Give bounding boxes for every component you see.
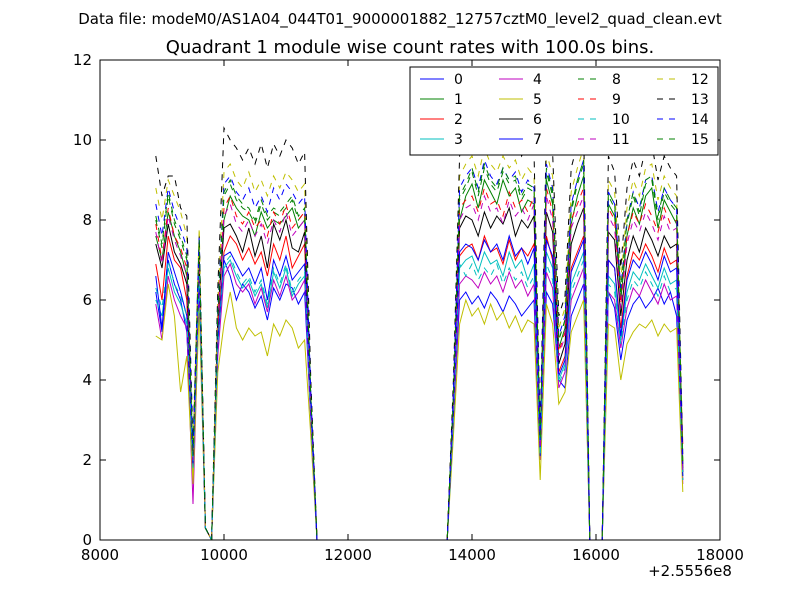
legend-label: 3 [454, 132, 463, 148]
y-tick-label: 10 [73, 131, 92, 149]
legend-entry-14: 14 [657, 112, 709, 128]
legend-label: 5 [533, 92, 542, 108]
series-line-1 [155, 175, 684, 540]
legend-label: 2 [454, 112, 463, 128]
legend-entry-4: 4 [499, 72, 542, 88]
legend-entry-0: 0 [420, 72, 463, 88]
legend-label: 8 [612, 72, 621, 88]
legend-entry-2: 2 [420, 112, 463, 128]
legend-entry-5: 5 [499, 92, 542, 108]
series-line-5 [155, 283, 684, 540]
figure-suptitle: Data file: modeM0/AS1A04_044T01_90000018… [78, 10, 722, 29]
axes-frame [99, 59, 721, 541]
legend-entry-15: 15 [657, 132, 709, 148]
legend-label: 0 [454, 72, 463, 88]
y-tick-label: 2 [82, 451, 92, 469]
series-line-8 [155, 163, 684, 540]
x-tick-label: 18000 [696, 546, 744, 564]
legend-label: 4 [533, 72, 542, 88]
legend-frame [409, 66, 719, 156]
series-line-14 [155, 158, 684, 540]
series-line-0 [155, 259, 684, 540]
series-layer [155, 123, 684, 540]
legend-entry-6: 6 [499, 112, 542, 128]
legend-label: 12 [691, 72, 709, 88]
legend-label: 6 [533, 112, 542, 128]
legend-entry-8: 8 [578, 72, 621, 88]
legend-entry-10: 10 [578, 112, 630, 128]
y-tick-label: 12 [73, 51, 92, 69]
legend-entry-7: 7 [499, 132, 542, 148]
x-tick-label: 10000 [200, 546, 248, 564]
x-tick-label: 16000 [572, 546, 620, 564]
legend-entry-9: 9 [578, 92, 621, 108]
legend-label: 9 [612, 92, 621, 108]
legend-label: 10 [612, 112, 630, 128]
y-tick-label: 6 [82, 291, 92, 309]
legend-label: 7 [533, 132, 542, 148]
legend-entry-12: 12 [657, 72, 709, 88]
series-line-10 [155, 254, 684, 540]
y-tick-label: 0 [82, 531, 92, 549]
chart-title: Quadrant 1 module wise count rates with … [166, 37, 655, 58]
series-line-11 [155, 194, 684, 540]
legend-entry-3: 3 [420, 132, 463, 148]
series-line-4 [155, 262, 684, 540]
legend-label: 1 [454, 92, 463, 108]
x-tick-label: 14000 [448, 546, 496, 564]
x-offset-label: +2.5556e8 [648, 562, 732, 580]
legend-entry-13: 13 [657, 92, 709, 108]
x-tick-label: 12000 [324, 546, 372, 564]
series-line-7 [155, 234, 684, 540]
legend-label: 15 [691, 132, 709, 148]
x-tick-label: 8000 [81, 546, 119, 564]
series-line-15 [155, 159, 684, 540]
legend-entry-1: 1 [420, 92, 463, 108]
legend-label: 14 [691, 112, 709, 128]
y-tick-label: 4 [82, 371, 92, 389]
y-tick-label: 8 [82, 211, 92, 229]
legend-entry-11: 11 [578, 132, 630, 148]
series-line-12 [155, 146, 684, 540]
series-line-3 [155, 250, 684, 540]
series-line-6 [155, 206, 684, 540]
legend-label: 11 [612, 132, 630, 148]
legend-label: 13 [691, 92, 709, 108]
